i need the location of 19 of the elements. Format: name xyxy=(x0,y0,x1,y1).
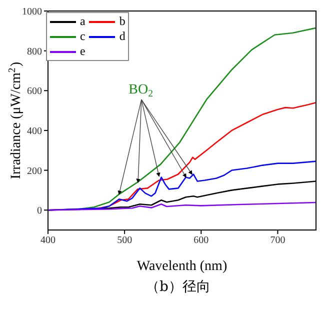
line-series xyxy=(48,202,316,211)
y-tick-label: 0 xyxy=(37,206,42,217)
legend-label: c xyxy=(80,29,86,44)
legend-label: b xyxy=(119,14,126,29)
y-tick-label: 800 xyxy=(27,46,42,58)
legend-label: d xyxy=(119,29,126,44)
x-tick-label: 700 xyxy=(270,235,286,246)
text: （b）径向 xyxy=(144,278,212,296)
x-tick-label: 600 xyxy=(194,235,209,246)
y-tick-label: 400 xyxy=(27,126,42,138)
legend-label: a xyxy=(80,14,86,29)
x-tick-label: 400 xyxy=(40,235,56,246)
x-axis-title: Wavelenth (nm) xyxy=(136,259,228,274)
annotation: BO$_{2}$ xyxy=(128,82,154,100)
x-tick-label: 500 xyxy=(117,235,132,246)
legend-label: e xyxy=(80,44,86,59)
y-tick-label: 1000 xyxy=(22,6,42,18)
y-tick-label: 600 xyxy=(27,86,42,98)
y-tick-label: 200 xyxy=(27,166,42,177)
